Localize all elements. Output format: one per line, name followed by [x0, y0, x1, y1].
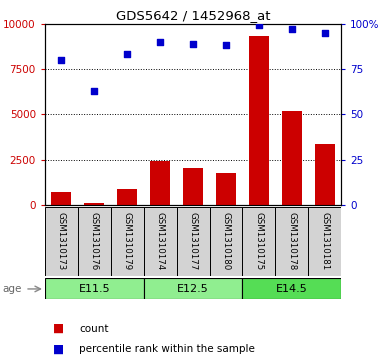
Text: GSM1310180: GSM1310180: [222, 212, 230, 271]
Text: ■: ■: [53, 322, 64, 335]
Text: GSM1310178: GSM1310178: [287, 212, 296, 271]
Title: GDS5642 / 1452968_at: GDS5642 / 1452968_at: [116, 9, 270, 23]
Bar: [243, 278, 341, 299]
Text: age: age: [2, 284, 21, 294]
Bar: [209, 207, 243, 276]
Text: count: count: [79, 323, 109, 334]
Bar: [275, 207, 308, 276]
Text: GSM1310175: GSM1310175: [254, 212, 263, 271]
Text: GSM1310181: GSM1310181: [320, 212, 329, 271]
Point: [223, 42, 229, 48]
Text: percentile rank within the sample: percentile rank within the sample: [79, 344, 255, 354]
Text: E11.5: E11.5: [78, 284, 110, 294]
Point: [58, 57, 64, 63]
Bar: [51, 192, 71, 205]
Text: GSM1310179: GSM1310179: [123, 212, 132, 270]
Bar: [243, 207, 275, 276]
Text: ■: ■: [53, 343, 64, 356]
Bar: [45, 278, 144, 299]
Bar: [315, 144, 335, 205]
Point: [256, 23, 262, 28]
Text: GSM1310173: GSM1310173: [57, 212, 66, 271]
Bar: [144, 207, 177, 276]
Bar: [216, 173, 236, 205]
Bar: [84, 203, 104, 205]
Bar: [183, 168, 203, 205]
Bar: [111, 207, 144, 276]
Point: [190, 41, 196, 46]
Point: [91, 88, 98, 94]
Bar: [117, 189, 137, 205]
Point: [322, 30, 328, 36]
Point: [157, 39, 163, 45]
Text: E14.5: E14.5: [276, 284, 308, 294]
Text: GSM1310174: GSM1310174: [156, 212, 165, 271]
Point: [289, 26, 295, 32]
Bar: [78, 207, 111, 276]
Bar: [144, 278, 243, 299]
Bar: [308, 207, 341, 276]
Text: GSM1310176: GSM1310176: [90, 212, 99, 271]
Point: [124, 52, 130, 57]
Text: E12.5: E12.5: [177, 284, 209, 294]
Bar: [249, 36, 269, 205]
Bar: [177, 207, 209, 276]
Text: GSM1310177: GSM1310177: [188, 212, 198, 271]
Bar: [150, 160, 170, 205]
Bar: [45, 207, 78, 276]
Bar: [282, 111, 302, 205]
